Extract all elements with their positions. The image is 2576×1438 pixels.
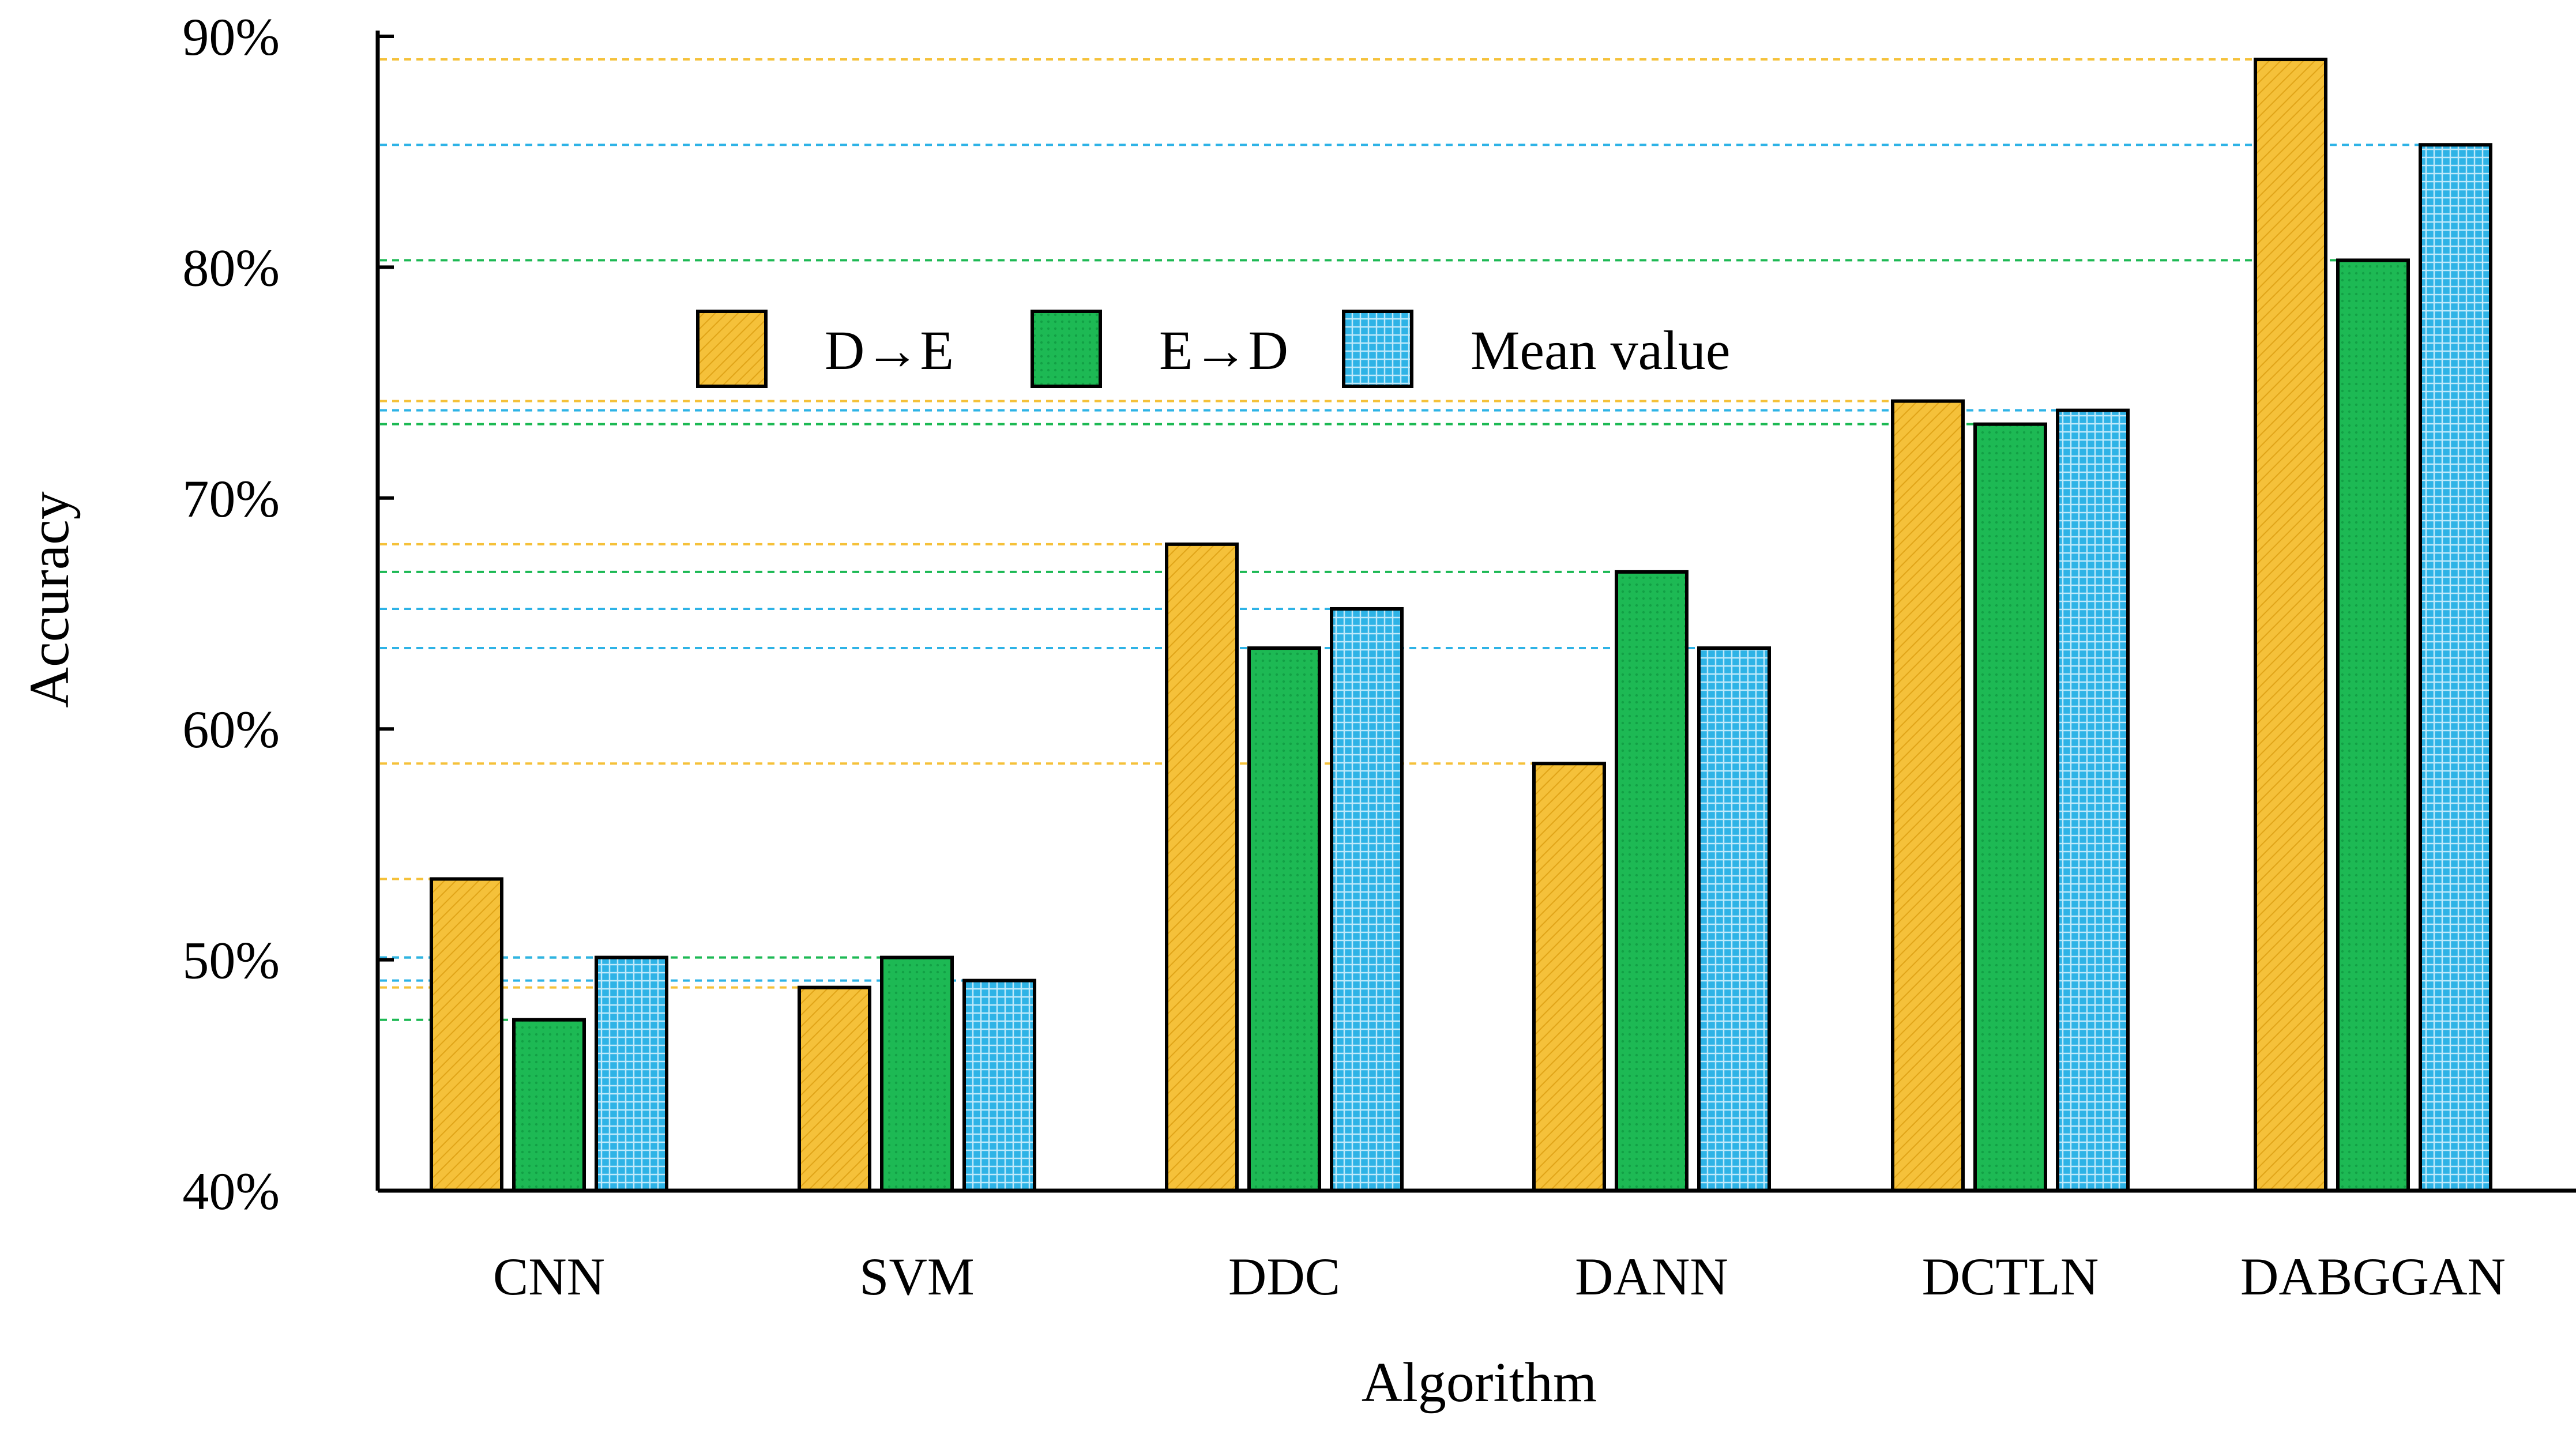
bar-ddc-s0: [1165, 542, 1239, 1192]
bar-cnn-s0: [430, 877, 503, 1192]
bar-ddc-s2: [1330, 607, 1404, 1192]
x-axis-title: Algorithm: [1362, 1352, 1597, 1414]
y-tick-label: 50%: [182, 931, 280, 990]
x-tick-label: SVM: [859, 1247, 974, 1306]
bars: [430, 58, 2492, 1193]
bar-dctln-s0: [1891, 399, 1965, 1193]
y-tick-label: 60%: [182, 700, 280, 759]
x-tick-label: DANN: [1575, 1247, 1728, 1306]
legend-label-s1: E→D: [1159, 319, 1288, 381]
bar-dabggan-s1: [2336, 258, 2410, 1193]
bar-svm-s0: [798, 985, 871, 1192]
legend-swatch-s2: [1342, 310, 1413, 388]
legend-label-s2: Mean value: [1471, 319, 1730, 381]
x-tick-label: DDC: [1228, 1247, 1340, 1306]
axes: [375, 31, 2576, 1193]
bar-ddc-s1: [1247, 646, 1321, 1193]
bar-dabggan-s2: [2419, 143, 2492, 1193]
legend-label-s0: D→E: [825, 319, 954, 381]
bar-dctln-s2: [2056, 408, 2130, 1193]
x-tick-label: CNN: [493, 1247, 605, 1306]
bar-cnn-s2: [595, 955, 668, 1192]
bar-svm-s1: [880, 955, 954, 1192]
y-axis-title: Accuracy: [18, 491, 81, 707]
legend-swatch-s0: [696, 310, 768, 388]
x-tick-label: DCTLN: [1922, 1247, 2099, 1306]
bar-dctln-s1: [1973, 422, 2047, 1192]
bar-dann-s0: [1532, 762, 1606, 1192]
y-tick-label: 80%: [182, 238, 280, 297]
bar-svm-s2: [962, 978, 1036, 1192]
bar-dabggan-s0: [2254, 58, 2327, 1192]
y-tick-label: 70%: [182, 469, 280, 528]
bar-dann-s1: [1615, 570, 1688, 1192]
bar-dann-s2: [1697, 646, 1771, 1193]
bar-cnn-s1: [512, 1018, 586, 1192]
legend-swatch-s1: [1031, 310, 1102, 388]
legend: D→E E→D Mean value: [696, 310, 1730, 388]
y-tick-label: 90%: [182, 7, 280, 66]
labels: 40% 50% 60% 70% 80% 90% CNN SVM DDC DANN DCTLN DABG…: [18, 7, 2506, 1414]
y-tick-label: 40%: [182, 1162, 280, 1221]
x-tick-label: DABGGAN: [2240, 1247, 2506, 1306]
